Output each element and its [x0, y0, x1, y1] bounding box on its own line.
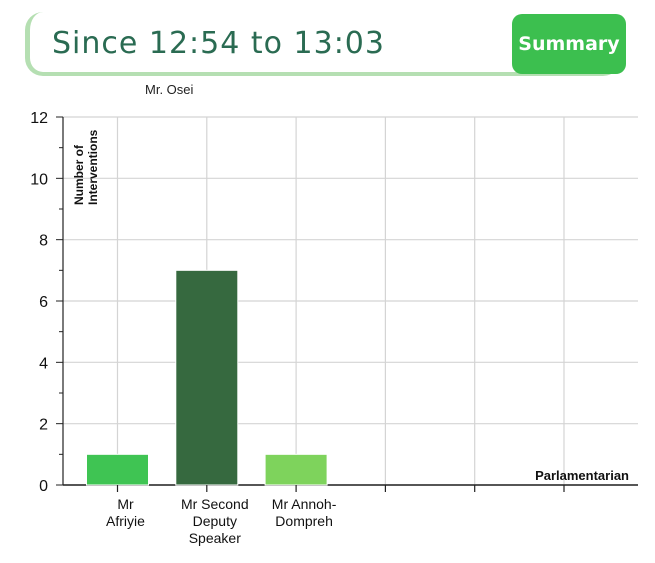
y-tick-label: 6 — [39, 294, 48, 311]
y-tick-label: 0 — [39, 478, 48, 495]
y-axis-title: Number ofInterventions — [72, 129, 100, 205]
y-tick-label: 12 — [30, 110, 48, 127]
x-tick-label: Mr Annoh-Dompreh — [272, 496, 337, 529]
header-card: Since 12:54 to 13:03 Summary — [25, 12, 626, 76]
y-tick-label: 10 — [30, 171, 48, 188]
y-tick-label: 8 — [39, 233, 48, 250]
speaker-name: Mr. Osei — [145, 82, 194, 97]
summary-button[interactable]: Summary — [512, 14, 626, 74]
bar-2 — [264, 453, 328, 486]
y-tick-label: 2 — [39, 417, 48, 434]
x-tick-label: Mr Second Deputy Speaker — [181, 496, 249, 546]
bar-1 — [175, 269, 239, 486]
x-tick-label: Mr Afriyie — [106, 496, 145, 529]
y-tick-label: 4 — [39, 355, 48, 372]
bar-0 — [86, 453, 149, 486]
x-axis-title: Parlamentarian — [535, 468, 629, 483]
interventions-bar-chart: 0 2 4 6 8 10 12 Mr Afriyie Mr Second Deputy Speaker… — [30, 110, 638, 546]
page-title: Since 12:54 to 13:03 — [52, 26, 385, 61]
